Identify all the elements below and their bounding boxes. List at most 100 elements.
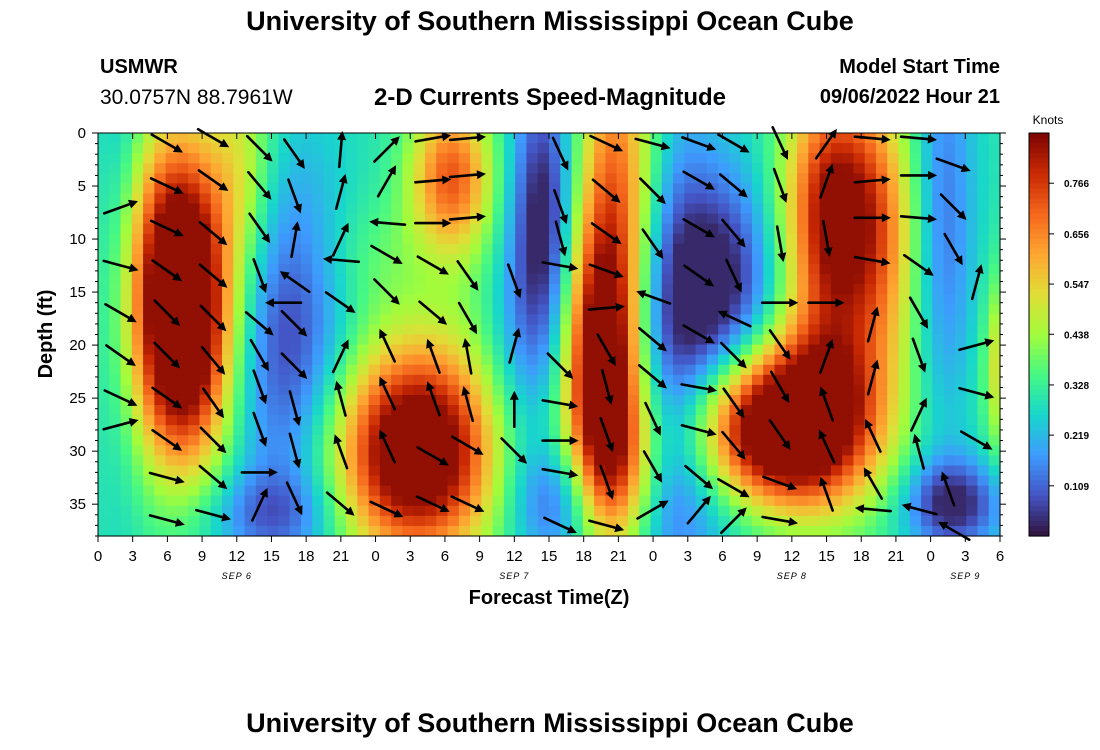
heatmap-cell <box>537 334 550 346</box>
heatmap-cell <box>188 233 201 245</box>
heatmap-cell <box>515 374 528 386</box>
heatmap-cell <box>526 233 539 245</box>
heatmap-cell <box>842 505 855 517</box>
heatmap-cell <box>616 374 629 386</box>
heatmap-cell <box>143 334 155 346</box>
heatmap-cell <box>751 495 764 507</box>
heatmap-cell <box>808 253 821 265</box>
heatmap-cell <box>571 525 584 537</box>
current-arrow <box>541 467 579 479</box>
heatmap-cell <box>413 223 426 235</box>
heatmap-cell <box>853 243 866 255</box>
heatmap-cell <box>470 415 482 426</box>
heatmap-cell <box>109 394 122 406</box>
heatmap-cell <box>515 435 528 446</box>
heatmap-cell <box>729 203 742 215</box>
heatmap-cell <box>706 425 719 436</box>
heatmap-cell <box>954 233 967 245</box>
heatmap-cell <box>594 233 606 245</box>
heatmap-cell <box>424 415 437 426</box>
heatmap-cell <box>98 253 110 265</box>
heatmap-cell <box>537 314 550 326</box>
heatmap-cell <box>278 425 291 436</box>
heatmap-cell <box>368 183 381 195</box>
heatmap-cell <box>492 465 505 477</box>
heatmap-cell <box>515 233 528 245</box>
heatmap-cell <box>571 334 584 346</box>
heatmap-cell <box>898 274 911 285</box>
heatmap-cell <box>582 374 595 386</box>
heatmap-cell <box>954 394 967 406</box>
heatmap-cell <box>481 435 494 446</box>
heatmap-cell <box>740 495 753 507</box>
current-arrow <box>721 430 746 460</box>
heatmap-cell <box>650 133 663 144</box>
heatmap-cell <box>368 304 381 315</box>
heatmap-cell <box>887 364 900 376</box>
heatmap-cell <box>932 203 945 215</box>
heatmap-cell <box>853 374 866 386</box>
heatmap-cell <box>797 324 809 336</box>
heatmap-cell <box>481 495 494 507</box>
heatmap-cell <box>729 143 742 154</box>
heatmap-cell <box>988 314 1001 326</box>
heatmap-cell <box>887 243 900 255</box>
heatmap-cell <box>695 435 708 446</box>
current-arrow <box>637 326 667 352</box>
heatmap-cell <box>774 203 787 215</box>
heatmap-cell <box>842 324 855 336</box>
heatmap-cell <box>199 213 212 225</box>
heatmap-cell <box>402 485 415 497</box>
heatmap-cell <box>289 314 302 326</box>
heatmap-cell <box>864 445 877 456</box>
heatmap-cell <box>695 354 708 366</box>
heatmap-cell <box>977 263 990 275</box>
heatmap-cell <box>864 203 877 215</box>
heatmap-cell <box>594 515 606 527</box>
heatmap-cell <box>492 515 505 527</box>
heatmap-cell <box>808 153 821 164</box>
heatmap-cell <box>582 213 595 225</box>
heatmap-cell <box>842 294 855 305</box>
colorbar-segment <box>1029 415 1049 421</box>
heatmap-cell <box>120 233 133 245</box>
heatmap-cell <box>898 153 911 164</box>
heatmap-cell <box>751 203 764 215</box>
heatmap-cell <box>875 495 888 507</box>
heatmap-cell <box>109 183 122 195</box>
heatmap-cell <box>515 445 528 456</box>
heatmap-cell <box>887 324 900 336</box>
heatmap-cell <box>244 374 257 386</box>
heatmap-cell <box>391 243 404 255</box>
heatmap-cell <box>470 213 482 225</box>
heatmap-cell <box>853 274 866 285</box>
heatmap-cell <box>684 405 697 416</box>
heatmap-cell <box>898 405 911 416</box>
heatmap-cell <box>323 525 336 537</box>
heatmap-cell <box>582 243 595 255</box>
heatmap-cell <box>785 455 798 467</box>
heatmap-cell <box>819 364 832 376</box>
heatmap-cell <box>966 394 979 406</box>
heatmap-cell <box>988 475 1001 487</box>
heatmap-cell <box>661 384 674 396</box>
heatmap-cell <box>391 263 404 275</box>
heatmap-cell <box>98 233 110 245</box>
heatmap-cell <box>98 465 110 477</box>
heatmap-cell <box>233 193 246 205</box>
heatmap-cell <box>492 233 505 245</box>
heatmap-cell <box>830 133 843 144</box>
heatmap-cell <box>312 394 325 406</box>
heatmap-cell <box>763 495 776 507</box>
heatmap-cell <box>549 274 561 285</box>
heatmap-cell <box>808 304 821 315</box>
heatmap-cell <box>977 344 990 356</box>
heatmap-cell <box>413 274 426 285</box>
colorbar-segment <box>1029 339 1049 346</box>
heatmap-cell <box>887 455 900 467</box>
heatmap-cell <box>616 394 629 406</box>
heatmap-cell <box>875 284 888 295</box>
heatmap-cell <box>718 465 731 477</box>
heatmap-cell <box>830 435 843 446</box>
colorbar-segment <box>1029 253 1049 260</box>
